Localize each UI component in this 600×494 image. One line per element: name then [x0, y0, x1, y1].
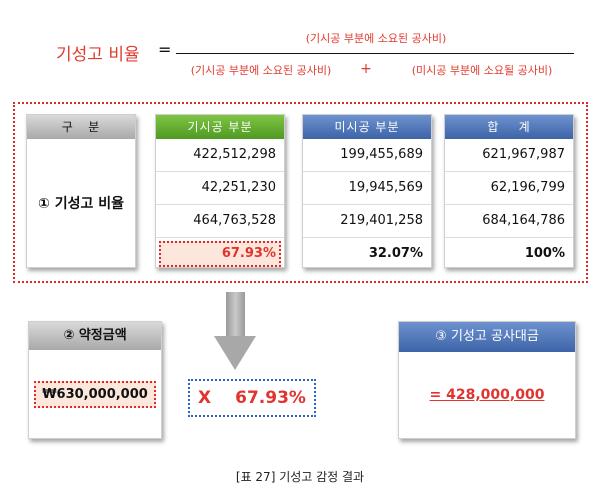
column-card-completed: 기시공 부분 422,512,298 42,251,230 464,763,52…	[155, 114, 285, 268]
label-card: 구 분 ① 기성고 비율	[26, 114, 136, 268]
formula-denominator-left: (기시공 부분에 소요된 공사비)	[190, 64, 332, 77]
remaining-ratio-value: 32.07%	[368, 246, 423, 261]
table-cell: 19,945,569	[303, 172, 431, 205]
formula-denominator-right: (미시공 부분에 소요될 공사비)	[411, 64, 553, 77]
multiply-ratio-value: 67.93%	[235, 388, 306, 408]
contract-amount-card: ② 약정금액 ₩630,000,000	[28, 321, 162, 439]
multiply-symbol: X	[198, 388, 212, 408]
contract-amount-body: ₩630,000,000	[29, 350, 161, 438]
table-cell: 422,512,298	[156, 139, 284, 172]
column-header-completed: 기시공 부분	[156, 115, 284, 139]
contract-amount-header: ② 약정금액	[29, 322, 161, 350]
table-cell: 464,763,528	[156, 205, 284, 238]
fraction-line	[176, 53, 574, 54]
result-value: = 428,000,000	[429, 387, 545, 403]
table-highlight-frame	[13, 102, 588, 283]
row-label: ① 기성고 비율	[37, 196, 124, 212]
figure-caption: [표 27] 기성고 감정 결과	[235, 470, 365, 484]
completed-ratio-cell: 67.93%	[156, 238, 284, 270]
column-header-total: 합 계	[445, 115, 573, 139]
table-cell: 199,455,689	[303, 139, 431, 172]
table-cell: 42,251,230	[156, 172, 284, 205]
table-cell: 621,967,987	[445, 139, 573, 172]
total-ratio-value: 100%	[524, 246, 565, 261]
result-body: = 428,000,000	[399, 352, 575, 438]
down-arrow-shaft	[226, 292, 245, 336]
column-card-remaining: 미시공 부분 199,455,689 19,945,569 219,401,25…	[302, 114, 432, 268]
completed-ratio-value: 67.93%	[221, 246, 276, 261]
column-header-remaining: 미시공 부분	[303, 115, 431, 139]
label-header: 구 분	[27, 115, 135, 139]
table-cell: 62,196,799	[445, 172, 573, 205]
formula-equals: =	[158, 40, 172, 59]
contract-amount-value: ₩630,000,000	[34, 380, 156, 408]
result-header: ③ 기성고 공사대금	[399, 322, 575, 352]
multiply-box: X 67.93%	[188, 379, 316, 417]
column-card-total: 합 계 621,967,987 62,196,799 684,164,786 1…	[444, 114, 574, 268]
result-card: ③ 기성고 공사대금 = 428,000,000	[398, 321, 576, 439]
table-cell: 684,164,786	[445, 205, 573, 238]
formula-numerator: (기시공 부분에 소요된 공사비)	[305, 32, 447, 45]
formula-plus: +	[360, 61, 372, 77]
formula-lhs: 기성고 비율	[56, 45, 140, 65]
table-cell: 219,401,258	[303, 205, 431, 238]
ratio-highlight-box	[159, 241, 281, 267]
down-arrow-icon	[214, 336, 256, 370]
